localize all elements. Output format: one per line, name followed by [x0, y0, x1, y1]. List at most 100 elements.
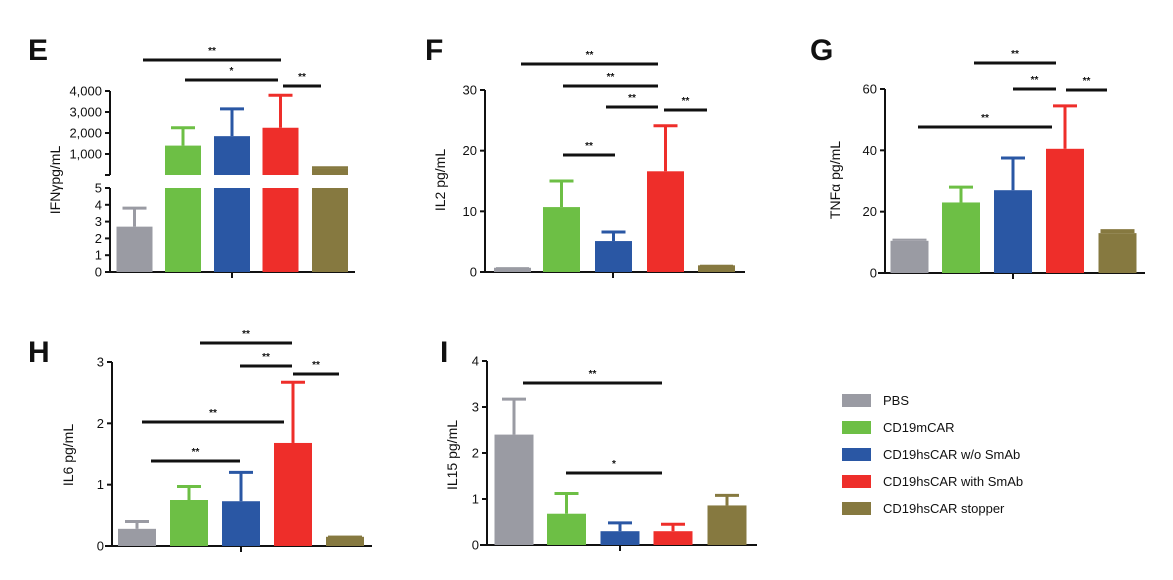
y-tick-label: 4	[95, 197, 102, 212]
legend-swatch	[842, 394, 871, 407]
bar-4	[1098, 233, 1137, 273]
y-tick-label: 5	[95, 181, 102, 196]
y-tick-label: 20	[463, 143, 477, 158]
significance-label: *	[230, 66, 234, 77]
bar-4	[707, 505, 747, 545]
panel-letter: F	[425, 34, 443, 67]
bar-4	[326, 536, 364, 546]
significance-label: *	[612, 459, 616, 470]
panel-letter: I	[440, 336, 448, 369]
y-tick-label: 3	[95, 214, 102, 229]
legend-label: CD19mCAR	[883, 420, 955, 435]
bar-1	[170, 500, 208, 546]
bar-0	[890, 240, 929, 273]
legend-swatch	[842, 502, 871, 515]
legend-swatch	[842, 421, 871, 434]
y-tick-label: 2	[95, 231, 102, 246]
error-cap	[496, 267, 529, 269]
significance-label: **	[589, 369, 597, 380]
y-tick-label: 4,000	[69, 84, 102, 99]
significance-label: **	[209, 408, 217, 419]
y-tick-label: 0	[870, 266, 877, 281]
bar-3	[647, 171, 684, 272]
panel-letter: G	[810, 34, 833, 67]
bar-lower-2	[214, 188, 250, 272]
significance-label: **	[192, 447, 200, 458]
significance-label: **	[312, 360, 320, 371]
bar-2	[600, 531, 640, 545]
legend-label: PBS	[883, 393, 909, 408]
bar-upper-3	[262, 127, 299, 175]
significance-label: **	[607, 72, 615, 83]
y-tick-label: 2	[472, 446, 479, 461]
significance-label: **	[1031, 75, 1039, 86]
bar-2	[994, 190, 1032, 273]
bar-2	[595, 241, 632, 272]
bar-upper-4	[312, 168, 348, 175]
significance-label: **	[628, 93, 636, 104]
bar-lower-4	[312, 188, 348, 272]
bar-1	[942, 202, 980, 273]
y-tick-label: 3,000	[69, 105, 102, 120]
bar-lower-1	[165, 188, 201, 272]
y-tick-label: 2	[97, 416, 104, 431]
y-tick-label: 0	[95, 265, 102, 280]
legend-label: CD19hsCAR with SmAb	[883, 474, 1023, 489]
y-tick-label: 1	[95, 248, 102, 263]
y-tick-label: 1,000	[69, 147, 102, 162]
significance-label: **	[1083, 76, 1091, 87]
y-tick-label: 4	[472, 354, 479, 369]
legend-swatch	[842, 448, 871, 461]
legend-swatch	[842, 475, 871, 488]
y-tick-label: 1	[472, 492, 479, 507]
error-cap	[1100, 229, 1135, 234]
bar-0	[118, 528, 156, 546]
y-tick-label: 30	[463, 83, 477, 98]
bar-lower-3	[262, 188, 299, 272]
significance-label: **	[242, 329, 250, 340]
bar-3	[653, 531, 693, 545]
significance-label: **	[682, 96, 690, 107]
y-axis-label: IFNγpg/mL	[47, 146, 63, 215]
bar-4	[698, 265, 735, 272]
panel-letter: H	[28, 336, 50, 369]
bar-2	[222, 501, 260, 546]
error-cap	[328, 535, 362, 538]
error-cap	[892, 238, 927, 241]
bar-1	[547, 513, 586, 545]
y-tick-label: 10	[463, 204, 477, 219]
legend-label: CD19hsCAR stopper	[883, 501, 1005, 516]
bar-upper-1	[165, 145, 201, 175]
y-tick-label: 0	[472, 538, 479, 553]
significance-label: **	[981, 113, 989, 124]
y-tick-label: 3	[97, 355, 104, 370]
y-tick-label: 2,000	[69, 126, 102, 141]
y-tick-label: 0	[470, 265, 477, 280]
y-axis-label: IL6 pg/mL	[60, 424, 76, 486]
significance-label: **	[208, 46, 216, 57]
y-tick-label: 3	[472, 400, 479, 415]
bar-0	[494, 267, 531, 272]
bar-1	[543, 207, 580, 272]
legend-label: CD19hsCAR w/o SmAb	[883, 447, 1020, 462]
y-tick-label: 40	[863, 143, 877, 158]
bar-0	[494, 434, 534, 545]
y-tick-label: 20	[863, 204, 877, 219]
error-cap	[700, 264, 733, 267]
y-tick-label: 0	[97, 539, 104, 554]
significance-label: **	[1011, 49, 1019, 60]
y-tick-label: 1	[97, 477, 104, 492]
significance-label: **	[585, 141, 593, 152]
bar-3	[1046, 148, 1084, 273]
y-tick-label: 60	[863, 82, 877, 97]
bar-3	[274, 442, 312, 546]
panel-letter: E	[28, 34, 48, 67]
bar-upper-2	[214, 136, 250, 175]
significance-label: **	[586, 50, 594, 61]
bar-0	[116, 226, 153, 272]
significance-label: **	[262, 352, 270, 363]
y-axis-label: TNFα pg/mL	[827, 141, 843, 219]
y-axis-label: IL2 pg/mL	[432, 149, 448, 211]
